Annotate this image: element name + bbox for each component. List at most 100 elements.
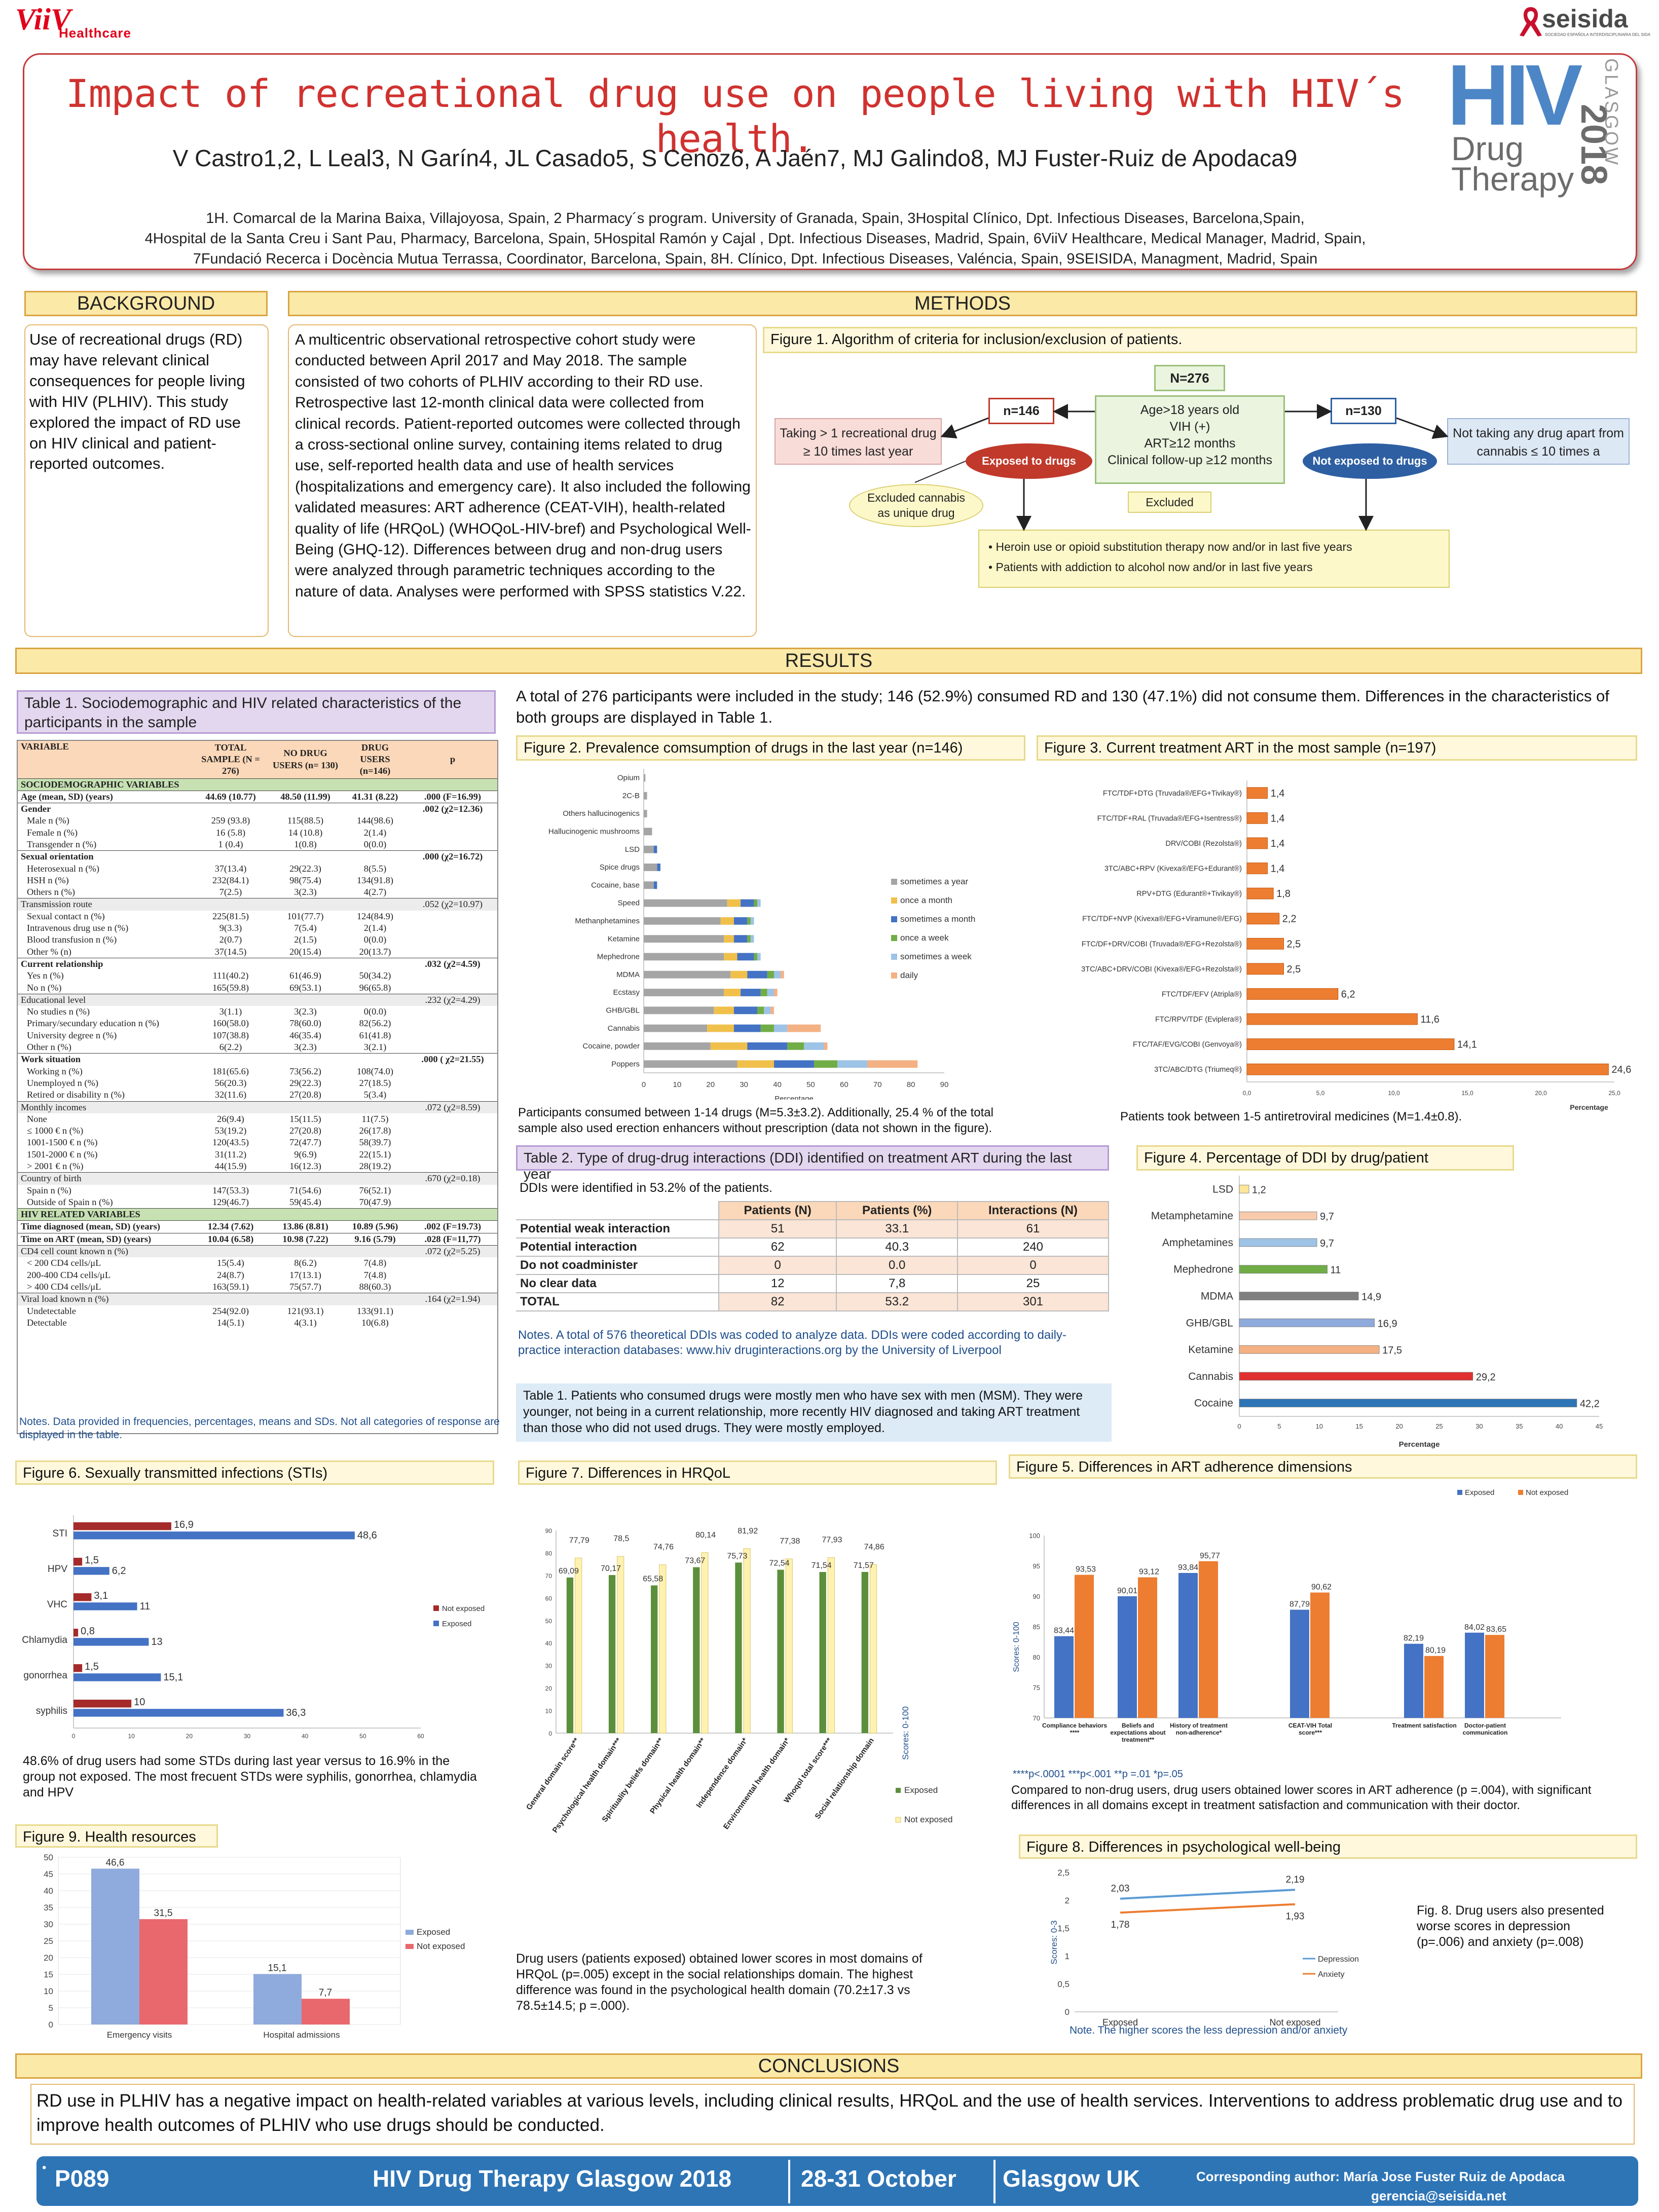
table1-cell: 1(0.8)	[294, 839, 317, 849]
fig4-bar-label: 42,2	[1580, 1399, 1600, 1410]
footer-dates: 28-31 October	[801, 2165, 956, 2192]
methods-trailing-dot: .	[297, 640, 301, 656]
fig4-x-tick-label: 10	[1316, 1422, 1323, 1430]
table1-cell-variable: Undetectable	[27, 1305, 77, 1316]
table1-cell	[408, 886, 497, 898]
seisida-logo-text: seisida	[1542, 5, 1628, 33]
table1-cell: 3(2.1)	[363, 1042, 387, 1053]
table1-cell-variable: Gender	[21, 804, 51, 814]
fig1-exclusion-box: • Heroin use or opioid substitution ther…	[978, 530, 1450, 588]
table1-cell	[408, 827, 497, 839]
fig6-bar-exposed	[73, 1531, 355, 1540]
table1-head-nodrug: NO DRUG USERS (n= 130)	[272, 748, 339, 770]
fig3-bar-label: 2,5	[1287, 964, 1301, 975]
fig4-bar-label: 29,2	[1476, 1372, 1496, 1383]
table2-cell: 0	[718, 1256, 837, 1275]
fig7-bar-label-not-exposed: 74,76	[653, 1543, 674, 1552]
footer-email: gerencia@seisida.net	[1371, 2188, 1506, 2203]
table1-cell	[269, 778, 342, 791]
fig2-category-label: Cocaine, powder	[582, 1042, 640, 1051]
fig2-bar-segment	[657, 864, 660, 871]
table2-cell: 7,8	[836, 1274, 958, 1293]
fig7-bar-exposed	[651, 1585, 658, 1733]
fig2-bar-segment	[644, 864, 657, 871]
fig7-bar-not-exposed	[869, 1564, 877, 1734]
fig4-x-tick-label: 35	[1516, 1422, 1523, 1430]
table1-row: Primary/secundary education n (%) 160(58.…	[18, 1018, 497, 1029]
table1-cell: 73(56.2)	[289, 1066, 321, 1076]
table1-cell: .670 (χ2=0.18)	[408, 1172, 497, 1185]
fig8-y-tick-label: 2,5	[1057, 1868, 1070, 1878]
fig7-bar-exposed	[861, 1571, 868, 1733]
fig7-y-tick-label: 50	[545, 1618, 552, 1625]
table1-cell: 163(59.1)	[212, 1281, 249, 1292]
table1-cell-variable: Spain n (%)	[27, 1185, 71, 1195]
fig5-category-label-box: CEAT-VIH Total score***	[1288, 1722, 1332, 1736]
conference-logo: HIV Drug Therapy 2018 GLASGOW	[1447, 47, 1625, 205]
fig7-bar-exposed	[777, 1569, 784, 1733]
footer-divider-2	[993, 2160, 996, 2203]
table1-cell	[193, 1293, 269, 1305]
seisida-logo-subtext: SOCIEDAD ESPAÑOLA INTERDISCIPLINARIA DEL…	[1545, 32, 1651, 37]
table1-cell-variable: Retired or disability n (%)	[27, 1090, 125, 1100]
seisida-logo: seisida SOCIEDAD ESPAÑOLA INTERDISCIPLIN…	[1516, 4, 1652, 40]
fig7-y-axis-title: Scores: 0-100	[901, 1706, 910, 1760]
table1-cell	[408, 1089, 497, 1101]
table1-cell: 7(5.4)	[294, 923, 317, 933]
fig5-bar-not-exposed	[1485, 1635, 1504, 1718]
fig3-bar-label: 2,2	[1282, 914, 1297, 925]
fig1-center-line-3: ART≥12 months	[1144, 436, 1236, 451]
fig8-category-label: Exposed	[1102, 2017, 1138, 2028]
table2-head-0	[516, 1202, 719, 1220]
table1-cell	[408, 1208, 497, 1221]
table1-cell-variable: Other n (%)	[27, 1042, 71, 1053]
fig1-arrows	[914, 404, 1449, 531]
table1-note: Notes. Data provided in frequencies, per…	[19, 1416, 500, 1441]
table1-cell: 160(58.0)	[212, 1018, 249, 1029]
table1-row: Sexual contact n (%) 225(81.5) 101(77.7) 12…	[18, 911, 497, 922]
table1-cell: 22(15.1)	[359, 1149, 391, 1159]
fig6-legend-swatch	[433, 1605, 439, 1611]
table1-row: Blood transfusion n (%) 2(0.7) 2(1.5) 0(0.0…	[18, 934, 497, 946]
table1-cell: .028 (F=11,77)	[424, 1233, 481, 1244]
table1-cell	[269, 803, 342, 815]
fig4-category-label: Mephedrone	[1173, 1264, 1233, 1276]
fig4-chart: 0 5 10 15 20 25 30 35 40 45 LSD 1,2 Metamphetamine 9,…	[1151, 1176, 1603, 1449]
table1-row: Yes n (%) 111(40.2) 61(46.9) 50(34.2)	[18, 970, 497, 982]
fig3-x-tick-label: 0,0	[1243, 1090, 1251, 1097]
fig3-bar-label: 1,4	[1271, 813, 1285, 824]
table1-row: None 26(9.4) 15(11.5) 11(7.5)	[18, 1113, 497, 1125]
table1-cell: 3(2.3)	[294, 1042, 317, 1053]
fig7-y-tick-label: 20	[545, 1685, 552, 1692]
table1-cell-variable: None	[27, 1113, 47, 1124]
fig6-bar-not-exposed	[73, 1593, 92, 1601]
fig2-note: Participants consumed between 1-14 drugs…	[518, 1106, 993, 1135]
fig9-bar-not-exposed	[302, 1999, 350, 2024]
fig6-bar-exposed	[73, 1638, 149, 1646]
table1-cell: 37(14.5)	[214, 946, 247, 957]
table1-cell-variable: Yes n (%)	[27, 970, 64, 981]
table2-row-label: Potential interaction	[516, 1238, 719, 1257]
table2-caption: Table 2. Type of drug-drug interactions …	[516, 1145, 1109, 1182]
table1-cell	[408, 1113, 497, 1125]
table1-head-variable: VARIABLE	[21, 741, 69, 752]
fig2-bar-segment	[867, 1060, 918, 1068]
fig3-bar	[1246, 988, 1339, 1000]
fig4-x-tick-label: 0	[1237, 1422, 1241, 1430]
fig5-legend-label: Exposed	[1465, 1488, 1494, 1497]
table1-cell: 27(20.8)	[289, 1126, 321, 1136]
fig2-category-label: Others hallucinogenics	[563, 809, 640, 818]
table1-cell: 144(98.6)	[356, 815, 394, 826]
table1-row: Heterosexual n (%) 37(13.4) 29(22.3) 8(5.5)	[18, 863, 497, 875]
fig5-bar-exposed	[1054, 1636, 1074, 1718]
fig2-bar-segment	[767, 970, 774, 979]
fig6-legend-label: Exposed	[442, 1620, 471, 1628]
fig2-legend-label: sometimes a week	[900, 952, 972, 961]
fig7-bar-exposed	[819, 1572, 826, 1733]
fig3-bar	[1246, 1038, 1455, 1051]
table1-row: 1501-2000 € n (%) 31(11.2) 9(6.9) 22(15.1)	[18, 1149, 497, 1160]
table1-cell: 58(39.7)	[359, 1137, 391, 1148]
table1-cell: 115(88.5)	[287, 815, 324, 826]
table1-grid: VARIABLE TOTAL SAMPLE (N = 276) NO DRUG …	[18, 741, 497, 1329]
table1-cell-variable: Male n (%)	[27, 815, 69, 826]
